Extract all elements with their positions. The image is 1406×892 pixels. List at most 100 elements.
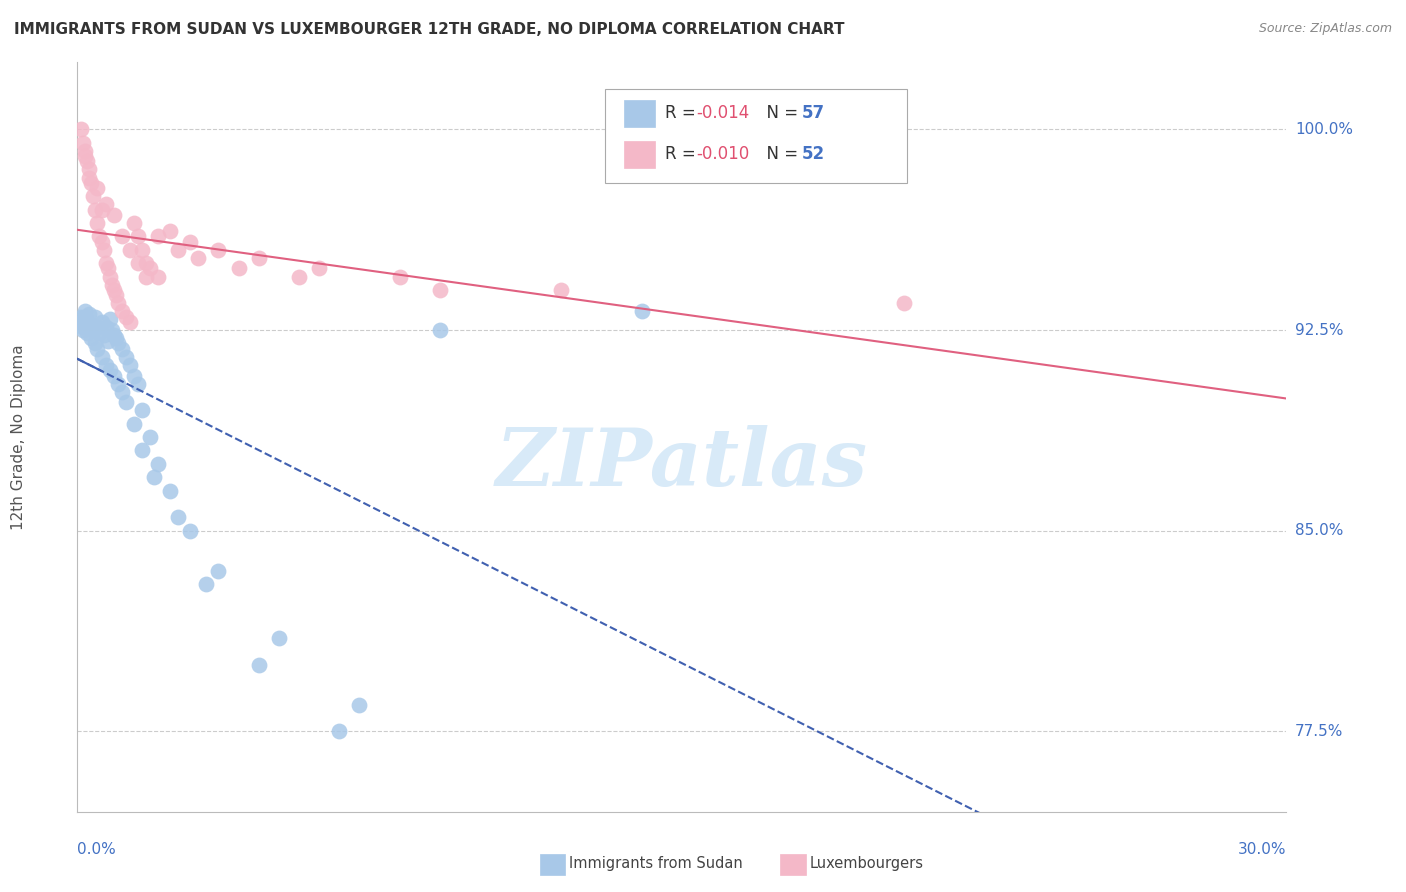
Point [98, 269, 121, 284]
Point [90, 350, 112, 364]
Point [103, 328, 125, 343]
Point [267, 631, 290, 645]
Point [75, 310, 97, 324]
Point [96, 261, 118, 276]
Point [139, 261, 162, 276]
Point [79, 162, 101, 177]
Point [103, 208, 125, 222]
Point [82, 323, 104, 337]
Point [167, 243, 190, 257]
Point [118, 243, 141, 257]
Point [893, 296, 915, 310]
Point [131, 243, 153, 257]
Point [111, 304, 134, 318]
Point [75, 304, 97, 318]
Point [247, 251, 270, 265]
Point [80, 176, 103, 190]
Point [429, 283, 451, 297]
Point [94, 256, 117, 270]
Text: R =: R = [665, 145, 702, 163]
Point [89, 326, 111, 340]
Point [207, 564, 229, 578]
Text: R =: R = [665, 104, 702, 122]
Text: 52: 52 [801, 145, 824, 163]
Point [89, 229, 111, 244]
Point [103, 283, 125, 297]
Point [328, 724, 350, 739]
Point [111, 384, 134, 399]
Point [79, 318, 101, 332]
Point [207, 243, 229, 257]
Point [86, 216, 108, 230]
Point [429, 323, 451, 337]
Text: 0.0%: 0.0% [77, 842, 117, 857]
Point [142, 470, 165, 484]
Point [72, 320, 94, 334]
Point [70, 315, 93, 329]
Point [94, 320, 117, 334]
Text: 77.5%: 77.5% [1295, 724, 1343, 739]
Text: Source: ZipAtlas.com: Source: ZipAtlas.com [1258, 22, 1392, 36]
Point [167, 510, 190, 524]
Point [100, 277, 122, 292]
Point [75, 144, 97, 158]
Point [93, 328, 115, 343]
Point [72, 323, 94, 337]
Point [82, 189, 104, 203]
Text: ZIPatlas: ZIPatlas [496, 425, 868, 502]
Point [388, 269, 411, 284]
Point [131, 443, 153, 458]
Point [122, 417, 145, 431]
Point [127, 229, 149, 244]
Point [135, 269, 157, 284]
Point [84, 336, 107, 351]
Point [72, 136, 94, 150]
Text: Immigrants from Sudan: Immigrants from Sudan [569, 856, 744, 871]
Point [107, 336, 129, 351]
Point [79, 170, 101, 185]
Text: 92.5%: 92.5% [1295, 323, 1343, 337]
Point [159, 224, 181, 238]
Point [114, 395, 136, 409]
Point [104, 288, 127, 302]
Text: -0.010: -0.010 [696, 145, 749, 163]
Point [118, 358, 141, 372]
Point [159, 483, 181, 498]
Point [94, 197, 117, 211]
Point [86, 320, 108, 334]
Point [82, 323, 104, 337]
Point [76, 154, 98, 169]
Point [114, 310, 136, 324]
Text: 12th Grade, No Diploma: 12th Grade, No Diploma [11, 344, 27, 530]
Point [228, 261, 250, 276]
Point [80, 331, 103, 345]
Text: N =: N = [756, 145, 804, 163]
Point [146, 229, 169, 244]
Point [103, 368, 125, 383]
Point [86, 342, 108, 356]
Point [146, 269, 169, 284]
Point [93, 243, 115, 257]
Point [131, 403, 153, 417]
Point [75, 149, 97, 163]
Point [70, 310, 93, 324]
Point [139, 430, 162, 444]
Text: IMMIGRANTS FROM SUDAN VS LUXEMBOURGER 12TH GRADE, NO DIPLOMA CORRELATION CHART: IMMIGRANTS FROM SUDAN VS LUXEMBOURGER 12… [14, 22, 845, 37]
Point [84, 202, 107, 217]
Point [187, 251, 209, 265]
Point [122, 368, 145, 383]
Point [90, 315, 112, 329]
Point [118, 315, 141, 329]
Point [76, 326, 98, 340]
Point [349, 698, 371, 712]
Text: 100.0%: 100.0% [1295, 122, 1353, 136]
Point [86, 181, 108, 195]
Point [79, 307, 101, 321]
Point [80, 318, 103, 332]
Point [308, 261, 330, 276]
Text: 30.0%: 30.0% [1239, 842, 1286, 857]
Point [146, 457, 169, 471]
Point [114, 350, 136, 364]
Point [179, 235, 201, 249]
Point [107, 296, 129, 310]
